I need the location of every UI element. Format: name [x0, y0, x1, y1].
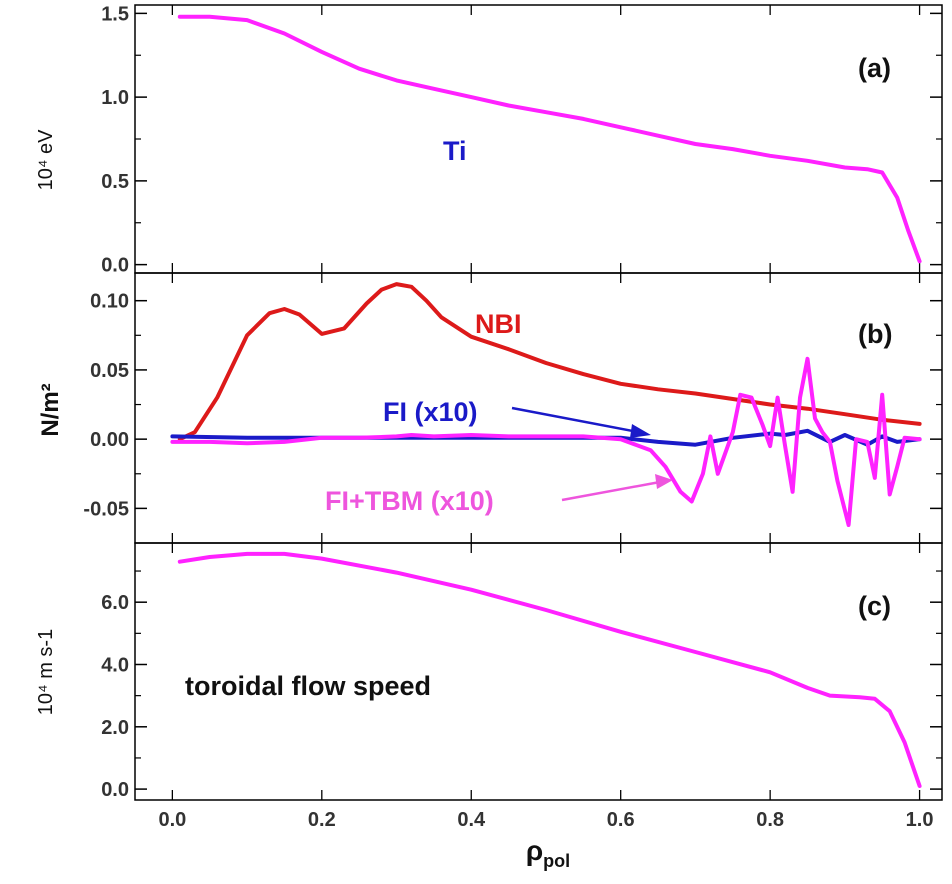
y-tick-label-a: 0.5 [101, 171, 129, 193]
panel-b: -0.05 0.00 0.05 0.10 (b) NBI FI (x10) FI+TB… [37, 272, 943, 544]
panel-a-frame [134, 4, 943, 274]
fi-tbm-annotation: FI+TBM (x10) [325, 486, 494, 516]
panel-a-y-ticks: 0.0 0.5 1.0 1.5 [101, 3, 942, 277]
y-tick-label-c: 0.0 [101, 779, 129, 801]
y-tick-label-b: 0.05 [90, 360, 129, 382]
panel-c-label: (c) [858, 591, 891, 621]
y-tick-label-a: 1.5 [101, 3, 129, 25]
x-tick-label: 0.6 [607, 809, 635, 831]
panel-b-label: (b) [858, 319, 892, 349]
x-axis-title: ρpol [526, 835, 570, 871]
panel-b-lines [170, 282, 922, 527]
y-tick-label-b: -0.05 [83, 498, 129, 520]
fi-annotation: FI (x10) [383, 397, 478, 427]
panel-b-frame [134, 272, 943, 544]
panel-b-ylabel: N/m² [37, 383, 64, 436]
x-tick-label: 0.4 [457, 809, 486, 831]
series-line-toroidal-flow-speed [177, 551, 922, 788]
series-line-ti [177, 14, 922, 264]
panel-c-ylabel: 10⁴ m s-1 [35, 629, 57, 715]
x-tick-label: 1.0 [906, 809, 934, 831]
x-tick-label: 0.0 [158, 809, 186, 831]
panel-a-ylabel: 10⁴ eV [35, 129, 57, 191]
panel-b-y-ticks: -0.05 0.00 0.05 0.10 [83, 273, 942, 543]
y-tick-label-a: 1.0 [101, 87, 129, 109]
nbi-annotation: NBI [475, 309, 522, 339]
y-tick-label-b: 0.00 [90, 429, 129, 451]
series-line-fi-tbm-x10 [170, 356, 922, 527]
panel-c-lines [177, 551, 922, 788]
panel-c-frame [134, 542, 943, 801]
ti-annotation: Ti [443, 136, 467, 166]
x-tick-label: 0.2 [308, 809, 336, 831]
y-tick-label-c: 6.0 [101, 592, 129, 614]
y-tick-label-a: 0.0 [101, 255, 129, 277]
panel-a-label: (a) [858, 53, 891, 83]
panel-a: 0.0 0.5 1.0 1.5 (a) Ti 10⁴ eV [35, 3, 943, 277]
series-line-fi-x10 [170, 428, 922, 447]
toroidal-flow-annotation: toroidal flow speed [185, 671, 431, 701]
y-tick-label-c: 2.0 [101, 717, 129, 739]
x-tick-label: 0.8 [756, 809, 784, 831]
y-tick-label-b: 0.10 [90, 291, 129, 313]
fi-tbm-arrow [561, 474, 673, 502]
panel-c: 0.0 2.0 4.0 6.0 (c) toroidal flow speed 10⁴… [35, 542, 943, 801]
fi-arrow [511, 406, 651, 438]
panel-c-y-ticks: 0.0 2.0 4.0 6.0 [101, 543, 942, 801]
x-axis: 0.0 0.2 0.4 0.6 0.8 1.0 [158, 809, 933, 831]
panel-a-lines [177, 14, 922, 264]
y-tick-label-c: 4.0 [101, 654, 129, 676]
